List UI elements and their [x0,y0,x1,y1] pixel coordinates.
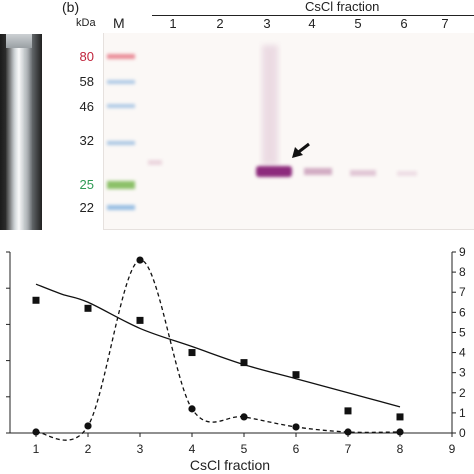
band-lane-4 [304,168,332,175]
square-point [396,413,404,421]
panel-b-label: (b) [62,0,80,15]
fraction-rule [152,15,474,16]
circle-point [32,428,40,436]
lane-number: 7 [441,16,449,31]
right-y-tick-label: 0 [459,426,466,440]
x-tick-label: 3 [137,442,144,456]
x-tick-label: 8 [397,442,404,456]
square-point [188,349,196,357]
lane-number: 1 [169,16,177,31]
band-lane-6 [397,171,417,176]
x-tick-label: 6 [293,442,300,456]
x-tick-label: 1 [33,442,40,456]
square-point [344,407,352,415]
mw-marker-46: 46 [79,99,94,114]
marker-ladder [107,54,135,210]
ladder-band [107,54,135,59]
circle-point [188,405,196,413]
circle-point [240,413,248,421]
mw-marker-80: 80 [79,49,94,64]
mw-marker-22: 22 [79,200,94,215]
right-y-tick-label: 1 [459,406,466,420]
lane-number: 6 [400,16,408,31]
fraction-title: CsCl fraction [305,0,380,14]
chart-axes [9,252,453,434]
western-blot-gel [103,33,474,230]
right-y-tick-label: 6 [459,305,466,319]
x-axis-label: CsCl fraction [190,457,270,473]
ladder-band [107,205,135,210]
lane-3-smear [262,45,278,165]
right-y-tick-label: 5 [459,325,466,339]
arrow-icon [292,142,310,158]
mw-marker-32: 32 [79,133,94,148]
circle-point [396,428,404,436]
right-y-tick-label: 8 [459,265,466,279]
mw-marker-58: 58 [79,74,94,89]
kda-label: kDa [76,17,96,29]
ladder-band [107,141,135,145]
band-lane-5 [350,170,376,176]
mw-marker-25: 25 [79,177,94,192]
circle-point [344,428,352,436]
series-2-line [35,283,401,408]
square-point [240,359,248,367]
gel-image [107,45,417,210]
x-tick-label: 9 [449,442,456,456]
square-point [84,304,92,312]
right-y-tick-label: 4 [459,346,466,360]
circle-point [292,423,300,431]
tube-cap [6,34,32,48]
square-point [136,316,144,324]
ladder-band [107,104,135,108]
marker-lane-label: M [113,15,125,31]
x-tick-label: 7 [345,442,352,456]
ladder-band [107,80,135,84]
square-point [32,296,40,304]
x-tick-label: 5 [241,442,248,456]
sample-bands [148,160,417,177]
lane-number: 4 [308,16,316,31]
circle-point [136,256,144,264]
lane-number: 2 [216,16,224,31]
tube-photo [0,34,42,230]
band-lane-3 [256,166,292,177]
right-y-tick-label: 3 [459,366,466,380]
band-lane-1 [148,160,162,165]
circle-point [84,422,92,430]
ladder-band [107,181,135,189]
x-tick-label: 4 [189,442,196,456]
x-tick-label: 2 [85,442,92,456]
chart-points [32,256,404,436]
tube-glass [6,34,32,230]
lane-number: 5 [354,16,362,31]
square-point [292,371,300,379]
right-y-tick-label: 2 [459,386,466,400]
right-y-tick-label: 7 [459,285,466,299]
lane-number: 3 [263,16,271,31]
right-y-tick-label: 9 [459,245,466,259]
